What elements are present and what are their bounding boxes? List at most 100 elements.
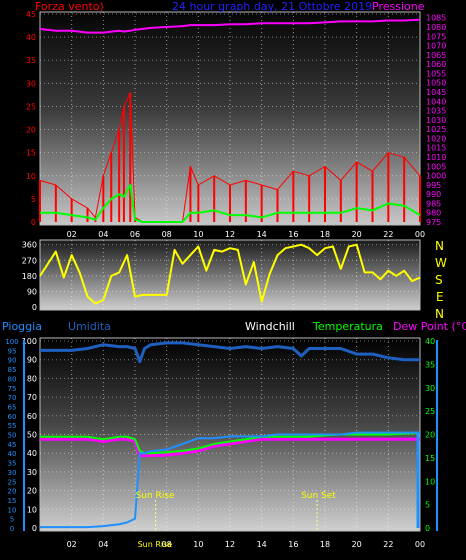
rain-y-tick: 15 [8,497,17,505]
pressure-y-tick: 995 [426,181,441,190]
wind-x-tick: 22 [383,230,393,239]
compass-e: E [436,290,444,304]
rain-y-tick: 85 [8,366,17,374]
humidity-y-tick: 70 [27,393,37,402]
rain-y-tick: 45 [8,441,17,449]
chart-title: 24 hour graph day, 21 Ottobre 2019 [172,0,372,13]
wind-y-tick: 15 [26,149,36,158]
wind-y-tick: 35 [26,56,36,65]
temp-y-tick: 5 [425,501,430,510]
compass-w: W [435,256,447,270]
compass-n-bottom: N [435,307,444,321]
humidity-y-tick: 40 [27,449,37,458]
rain-y-tick: 25 [8,478,17,486]
temp-x-tick: 10 [193,540,203,549]
rain-y-tick: 70 [8,394,17,402]
wind-y-tick: 0 [31,218,36,227]
temp-y-tick: 10 [425,477,435,486]
pressure-y-tick: 1005 [426,162,446,171]
rain-y-tick: 40 [8,450,17,458]
wind-y-tick: 20 [26,126,36,135]
humidity-y-tick: 90 [27,356,37,365]
axis-ticks: 0510152025303540459759809859909951000100… [5,10,446,549]
wind-y-tick: 30 [26,79,36,88]
humidity-y-tick: 100 [22,337,37,346]
humidity-y-tick: 60 [27,412,37,421]
pressure-y-tick: 1015 [426,144,446,153]
humidity-y-tick: 10 [27,505,37,514]
compass-n-top: N [435,239,444,253]
pressure-y-tick: 1045 [426,88,446,97]
temp-y-tick: 30 [425,384,435,393]
wind-x-tick: 02 [67,230,77,239]
direction-y-tick: 360 [22,241,37,250]
pressure-y-tick: 1085 [426,14,446,23]
wind-series [39,18,421,223]
rain-y-tick: 20 [8,488,17,496]
temp-series [40,341,421,529]
humidity-y-tick: 20 [27,487,37,496]
temp-y-tick: 15 [425,454,435,463]
pressure-y-tick: 975 [426,218,441,227]
wind-x-tick: 16 [288,230,298,239]
pressure-y-tick: 985 [426,199,441,208]
wind-x-tick: 10 [193,230,203,239]
direction-y-tick: 90 [27,287,37,296]
temp-x-tick: 22 [383,540,393,549]
pressure-y-tick: 1060 [426,60,446,69]
rain-y-tick: 75 [8,385,17,393]
pressure-y-tick: 1075 [426,32,446,41]
wind-y-tick: 25 [26,102,36,111]
wind-x-tick: 18 [320,230,330,239]
wind-x-tick: 04 [98,230,108,239]
sunset-label: Sun Set [301,491,336,501]
legend-dewpoint: Dew Point (°C) [393,320,466,333]
rain-y-tick: 100 [5,338,18,346]
wind-average-line [40,184,421,223]
rain-y-tick: 10 [8,506,17,514]
temp-y-tick: 20 [425,431,435,440]
temp-x-tick: 02 [67,540,77,549]
temp-x-tick: 20 [352,540,362,549]
temp-y-tick: 0 [425,524,430,533]
pressure-y-tick: 1020 [426,134,446,143]
pressure-axis-title: Pressione [372,0,425,13]
rain-line [40,431,420,529]
rain-y-tick: 55 [8,422,17,430]
rain-y-tick: 50 [8,432,17,440]
pressure-y-tick: 980 [426,209,441,218]
pressure-y-tick: 1025 [426,125,446,134]
temp-x-tick: 08 [162,540,172,549]
wind-y-tick: 5 [31,195,36,204]
dewpoint-line [40,437,420,457]
direction-y-tick: 180 [22,272,37,281]
temp-x-tick: 16 [288,540,298,549]
wind-direction-line [39,243,421,305]
legend-pioggia: Pioggia [2,320,42,333]
pressure-y-tick: 1080 [426,23,446,32]
sunrise-xlabel: Sun Rise [138,540,173,549]
wind-speed-line [39,92,421,223]
pressure-y-tick: 1035 [426,107,446,116]
pressure-y-tick: 1065 [426,51,446,60]
pressure-y-tick: 1070 [426,42,446,51]
pressure-y-tick: 1010 [426,153,446,162]
pressure-y-tick: 1040 [426,97,446,106]
rain-y-tick: 90 [8,357,17,365]
pressure-y-tick: 1030 [426,116,446,125]
legend-windchill: Windchill [245,320,295,333]
pressure-y-tick: 1000 [426,172,446,181]
wind-x-tick: 08 [162,230,172,239]
pressure-y-tick: 1055 [426,69,446,78]
pressure-y-tick: 1050 [426,79,446,88]
rain-y-tick: 35 [8,460,17,468]
wind-y-tick: 10 [26,172,36,181]
wind-x-tick: 00 [415,230,425,239]
humidity-y-tick: 50 [27,431,37,440]
temp-y-tick: 35 [425,360,435,369]
rain-y-tick: 60 [8,413,17,421]
humidity-y-tick: 30 [27,468,37,477]
humidity-line [40,341,420,364]
